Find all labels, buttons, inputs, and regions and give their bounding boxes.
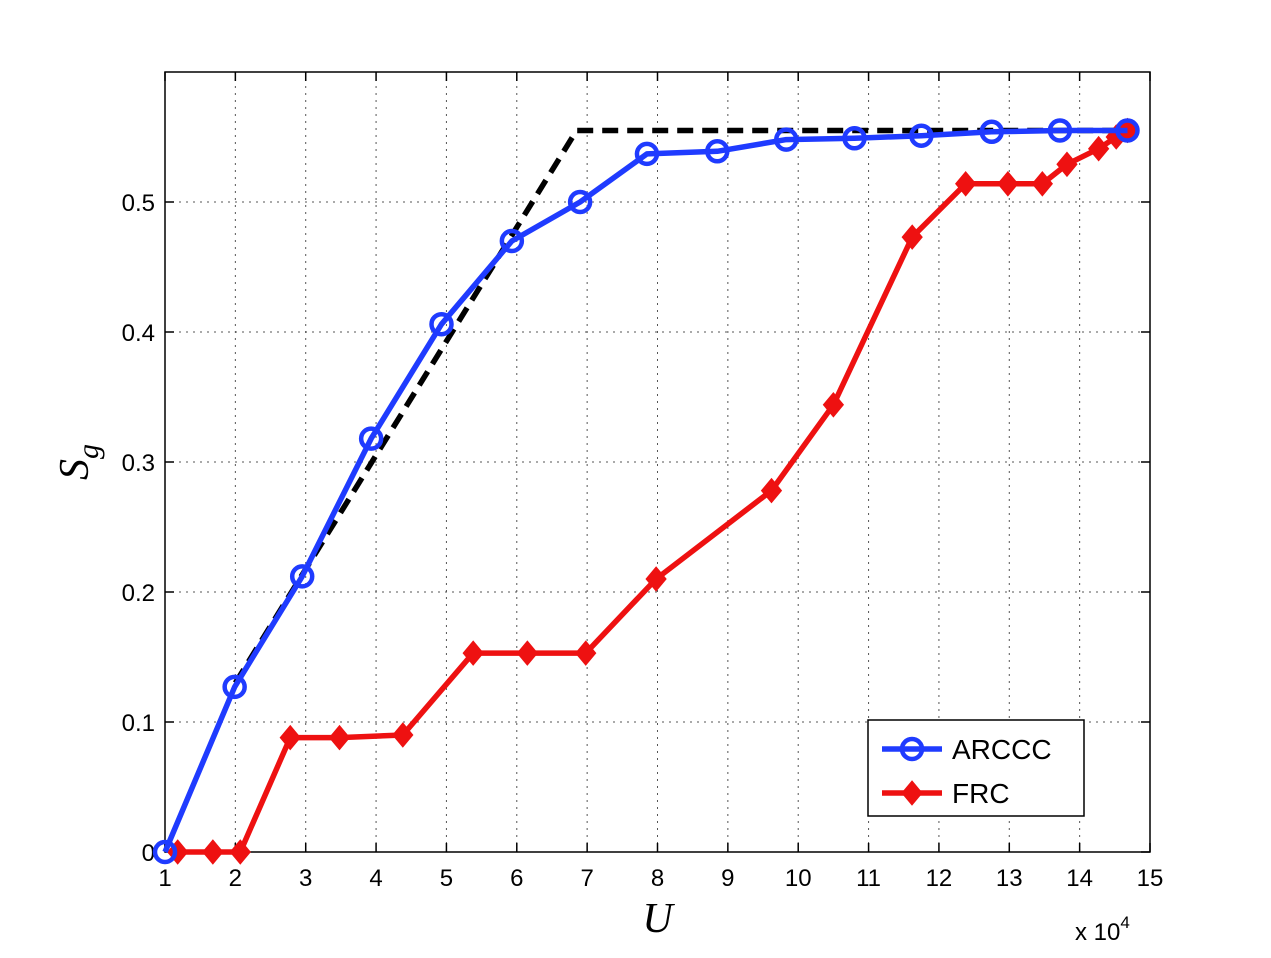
legend-item-arccc: ARCCC xyxy=(882,734,1052,765)
data-point xyxy=(567,189,593,215)
x-axis-multiplier-base: x 10 xyxy=(1075,919,1120,946)
y-axis-label-base: S xyxy=(52,459,98,480)
x-tick-label: 14 xyxy=(1066,865,1093,892)
x-axis-multiplier-exponent: 4 xyxy=(1120,913,1129,932)
data-point xyxy=(705,139,730,164)
y-tick-label: 0.2 xyxy=(122,580,155,607)
data-point xyxy=(516,640,538,666)
y-tick-label: 0.3 xyxy=(122,450,155,477)
x-tick-label: 4 xyxy=(369,865,382,892)
data-point xyxy=(909,123,934,148)
data-point xyxy=(328,724,351,751)
legend-marker xyxy=(899,736,925,762)
data-point xyxy=(202,839,224,865)
y-tick-label: 0.4 xyxy=(122,320,155,347)
series-arccc xyxy=(152,118,1140,865)
x-tick-label: 10 xyxy=(785,865,812,892)
data-point xyxy=(358,426,384,451)
series-reference-dashed xyxy=(233,127,1128,685)
x-tick-label: 13 xyxy=(996,865,1023,892)
x-tick-label: 1 xyxy=(158,865,171,892)
legend-marker xyxy=(901,780,923,806)
x-tick-label: 3 xyxy=(299,865,312,892)
legend: ARCCC FRC xyxy=(867,719,1085,817)
legend-box xyxy=(867,719,1085,817)
data-point xyxy=(901,224,923,250)
data-point xyxy=(229,839,251,865)
x-axis-multiplier: x 104 xyxy=(1075,913,1130,946)
y-axis-label-subscript: g xyxy=(72,444,105,459)
data-point xyxy=(645,566,667,592)
data-point xyxy=(842,126,867,151)
data-point xyxy=(1115,118,1140,143)
x-tick-label: 8 xyxy=(651,865,664,892)
x-tick-label: 12 xyxy=(926,865,953,892)
x-tick-label: 5 xyxy=(440,865,453,892)
data-point xyxy=(997,171,1019,197)
data-point xyxy=(279,724,301,751)
series-line xyxy=(162,127,1128,854)
data-point xyxy=(462,640,484,666)
data-point xyxy=(392,722,414,748)
data-point xyxy=(1056,151,1078,178)
y-tick-label: 0.1 xyxy=(122,710,155,737)
data-point xyxy=(499,228,525,254)
y-tick-label: 0.5 xyxy=(122,190,155,217)
y-axis-label: Sg xyxy=(52,444,105,480)
data-point xyxy=(955,171,977,197)
x-tick-label: 15 xyxy=(1137,865,1164,892)
legend-item-frc: FRC xyxy=(882,778,1010,809)
y-tick-label: 0 xyxy=(142,840,155,867)
legend-label: ARCCC xyxy=(952,734,1052,765)
data-point xyxy=(1031,171,1054,197)
data-point xyxy=(979,119,1004,145)
data-point xyxy=(822,392,845,418)
series-line xyxy=(233,127,1128,685)
data-point xyxy=(222,674,247,700)
data-point xyxy=(1087,135,1110,162)
x-tick-label: 11 xyxy=(856,865,881,892)
data-point xyxy=(289,564,315,589)
x-tick-label: 2 xyxy=(229,865,242,892)
x-axis-label: U xyxy=(642,896,675,942)
legend-label: FRC xyxy=(952,778,1010,809)
data-point xyxy=(429,311,454,337)
series-group xyxy=(152,117,1140,865)
data-point xyxy=(152,839,178,865)
x-tick-label: 6 xyxy=(510,865,523,892)
x-tick-label: 9 xyxy=(721,865,734,892)
x-tick-label: 7 xyxy=(580,865,593,892)
data-point xyxy=(575,640,597,666)
data-point xyxy=(634,141,660,167)
data-point xyxy=(1047,118,1073,143)
data-point xyxy=(774,127,799,152)
data-point xyxy=(760,477,783,504)
